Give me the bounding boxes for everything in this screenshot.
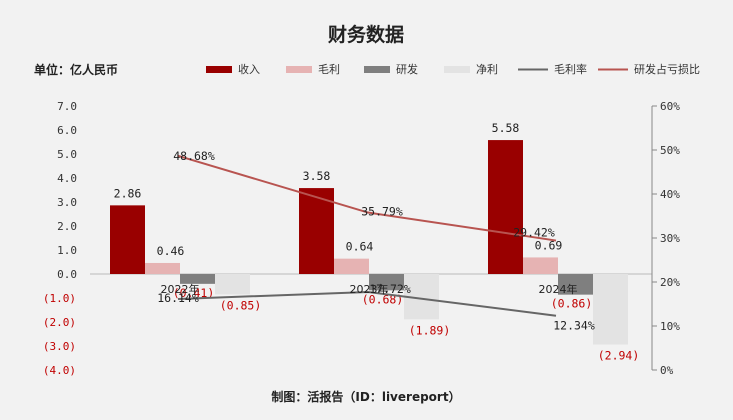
bar-label-1-1: 0.64 (346, 240, 374, 254)
bar-label-0-1: 3.58 (303, 169, 331, 183)
line-label-1-0: 48.68% (173, 149, 215, 163)
bar-label-1-2: 0.69 (535, 238, 563, 252)
bar-1-1 (334, 258, 369, 274)
right-tick-label: 0% (660, 364, 674, 377)
right-tick-label: 40% (660, 188, 680, 201)
category-labels: 2022年 2023年 2024年 (161, 282, 578, 296)
line-0 (177, 291, 557, 317)
bar-label-1-0: 0.46 (157, 244, 185, 258)
left-tick-label: 0.0 (57, 268, 77, 281)
bar-label-2-2: (0.86) (551, 297, 593, 311)
legend-swatch-1 (286, 66, 312, 73)
legend-swatch-3 (444, 66, 470, 73)
left-tick-label: (3.0) (43, 340, 76, 353)
footer-credit: 制图：活报告（ID：livereport） (271, 389, 460, 404)
line-label-0-0: 16.14% (157, 291, 199, 305)
left-tick-label: 4.0 (57, 172, 77, 185)
left-tick-label: 1.0 (57, 244, 77, 257)
legend: 收入 毛利 研发 净利 毛利率 研发占亏损比 (206, 62, 700, 76)
left-tick-label: (1.0) (43, 292, 76, 305)
left-tick-label: 5.0 (57, 148, 77, 161)
line-label-0-2: 12.34% (553, 319, 595, 333)
legend-label-0: 收入 (238, 62, 260, 76)
bar-2-0 (180, 274, 215, 284)
right-tick-label: 50% (660, 144, 680, 157)
category-label-0: 2022年 (161, 282, 200, 296)
category-label-1: 2023年 (350, 282, 389, 296)
category-label-2: 2024年 (539, 282, 578, 296)
left-tick-label: 7.0 (57, 100, 77, 113)
right-tick-label: 60% (660, 100, 680, 113)
right-axis: 60% 50% 40% 30% 20% 10% 0% (651, 100, 680, 377)
unit-label: 单位：亿人民币 (34, 62, 118, 77)
legend-swatch-2 (364, 66, 390, 73)
bar-2-1 (369, 274, 404, 291)
bar-label-3-1: (1.89) (409, 323, 451, 337)
right-tick-label: 30% (660, 232, 680, 245)
left-tick-label: (2.0) (43, 316, 76, 329)
bar-2-2 (558, 274, 593, 295)
bar-0-0 (110, 205, 145, 274)
line-1 (177, 154, 557, 242)
legend-label-5: 研发占亏损比 (634, 62, 700, 76)
legend-label-2: 研发 (396, 62, 418, 76)
legend-label-3: 净利 (476, 62, 498, 76)
bar-label-2-0: (0.41) (173, 286, 215, 300)
legend-label-4: 毛利率 (554, 62, 587, 76)
left-tick-label: 6.0 (57, 124, 77, 137)
legend-swatch-0 (206, 66, 232, 73)
bars: 2.863.585.580.46 0.64 0.69(0.41) (0.68) (0.8… (110, 121, 640, 363)
legend-label-1: 毛利 (318, 63, 340, 76)
bar-0-2 (488, 140, 523, 274)
left-tick-label: 3.0 (57, 196, 77, 209)
bar-0-1 (299, 188, 334, 274)
left-tick-label: 2.0 (57, 220, 77, 233)
left-tick-label: (4.0) (43, 364, 76, 377)
lines: 16.14% 17.72% 12.34% 48.68% 35.79% 29.42% (157, 149, 595, 333)
right-tick-label: 20% (660, 276, 680, 289)
line-label-1-2: 29.42% (513, 226, 555, 240)
bar-1-2 (523, 257, 558, 274)
line-label-1-1: 35.79% (361, 205, 403, 219)
bar-3-0 (215, 274, 250, 295)
bar-label-0-2: 5.58 (492, 121, 520, 135)
right-tick-label: 10% (660, 320, 680, 333)
line-label-0-1: 17.72% (369, 282, 411, 296)
bar-3-2 (593, 274, 628, 345)
bar-label-0-0: 2.86 (114, 186, 142, 200)
bar-label-3-0: (0.85) (220, 298, 262, 312)
chart-title: 财务数据 (328, 23, 404, 46)
bar-1-0 (145, 262, 180, 274)
bar-label-3-2: (2.94) (598, 349, 640, 363)
